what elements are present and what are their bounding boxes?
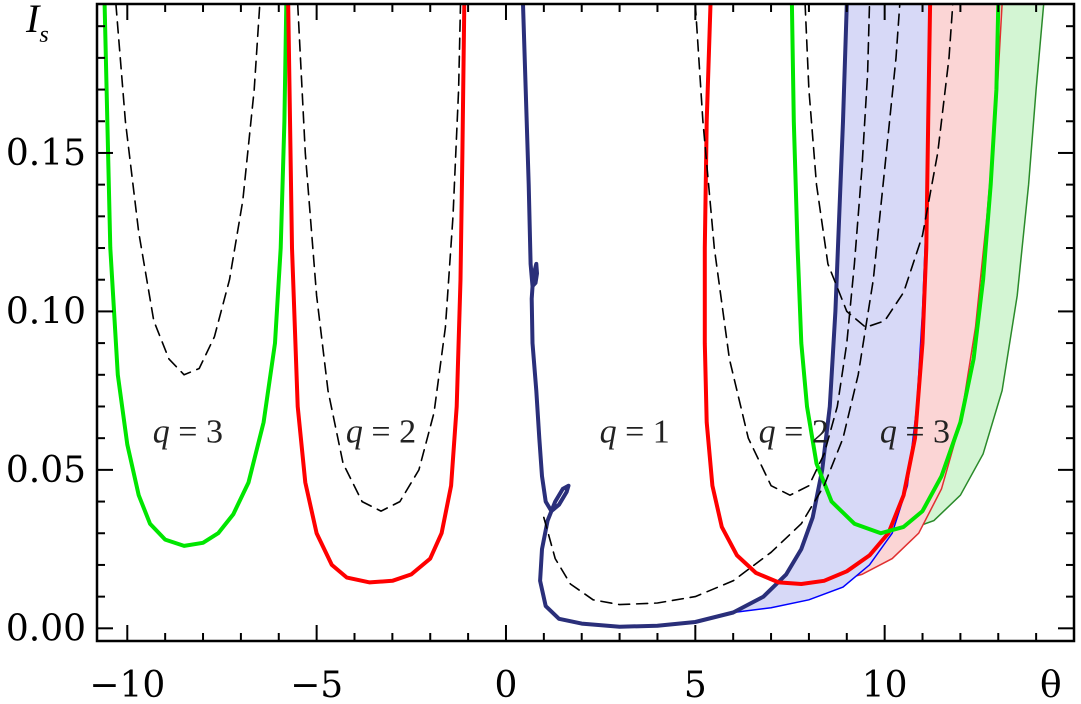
dashed-curve-9	[804, 4, 954, 329]
x-axis-label: θ	[1040, 665, 1062, 704]
y-tick-label: 0.10	[6, 291, 86, 332]
plot-frame	[95, 2, 1076, 643]
y-tick-label: 0.15	[6, 133, 86, 174]
curve-q3-6	[789, 4, 1001, 536]
x-tick-label: 5	[684, 665, 707, 704]
curve-q3-0	[102, 4, 289, 548]
band-q3	[880, 4, 1044, 534]
q-label: q = 2	[759, 413, 829, 450]
x-tick-label: 0	[495, 665, 518, 704]
y-axis-label-sub: s	[39, 22, 48, 48]
q-label: q = 3	[153, 413, 223, 450]
dashed-curve-8	[694, 4, 871, 497]
axis-ticks: −10 −5 0 5 10 0.00 0.05 0.10 0.15	[6, 4, 1075, 704]
dashed-curve-2	[115, 4, 261, 376]
x-tick-label: −5	[290, 665, 343, 704]
y-axis-label: Is	[25, 0, 49, 48]
y-tick-label: 0.05	[6, 450, 86, 491]
y-axis-label-main: I	[25, 0, 41, 41]
curve-q2-1	[286, 4, 467, 585]
x-tick-label: −10	[89, 665, 165, 704]
q-label: q = 3	[880, 413, 950, 450]
curves	[102, 4, 1001, 629]
q-label: q = 2	[346, 413, 416, 450]
curve-labels: q = 3 q = 2 q = 1 q = 2 q = 3	[153, 413, 950, 450]
dashed-curve-3	[296, 4, 462, 512]
band-q1	[733, 4, 931, 613]
x-tick-label: 10	[862, 665, 908, 704]
dashed-curve-7	[542, 4, 901, 606]
curve-q1-4	[521, 4, 849, 629]
band-q2	[801, 4, 1003, 584]
curve-q2-5	[702, 4, 933, 586]
y-tick-label: 0.00	[6, 608, 86, 649]
q-label: q = 1	[600, 413, 670, 450]
